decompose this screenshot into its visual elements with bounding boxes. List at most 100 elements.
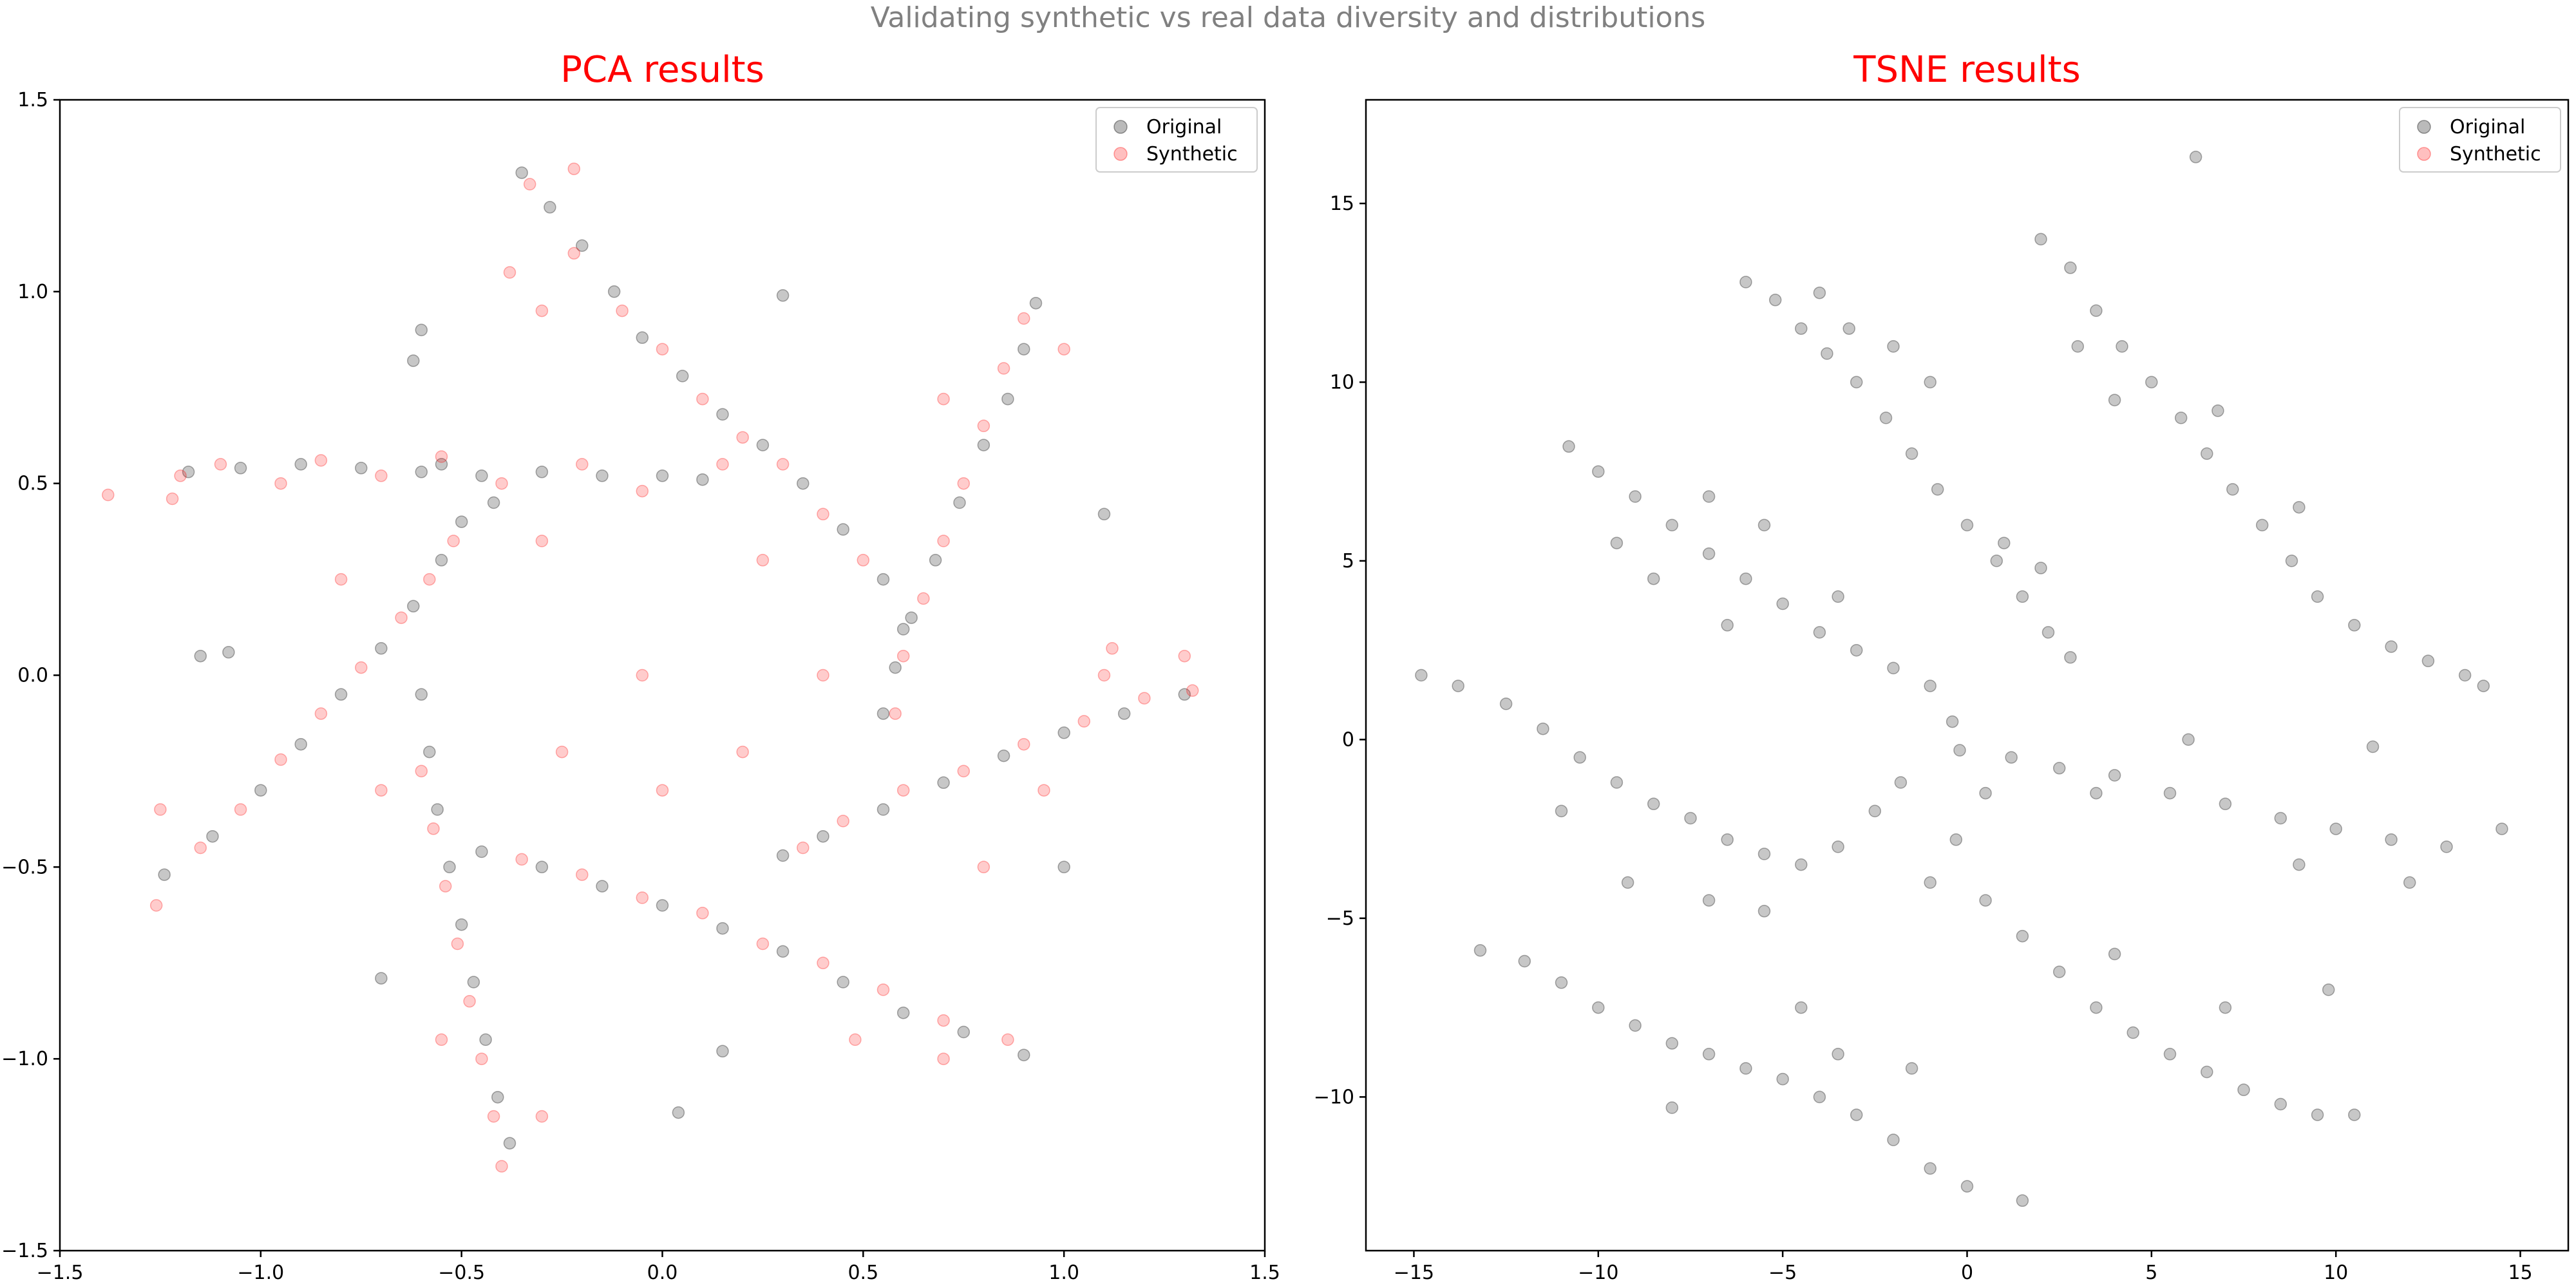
tsne-original-point <box>1665 1101 1679 1114</box>
tsne-original-point <box>2116 340 2128 353</box>
tsne-original-point <box>2016 1194 2029 1208</box>
pca-original-point <box>889 661 902 674</box>
pca-axes-frame <box>59 99 1266 1252</box>
pca-original-point <box>636 331 649 345</box>
pca-synthetic-point <box>937 392 950 406</box>
pca-original-point <box>905 611 918 624</box>
tsne-original-point <box>2174 412 2188 424</box>
tsne-original-point <box>1665 518 1679 532</box>
pca-synthetic-point <box>495 1160 508 1173</box>
pca-original-point <box>1178 688 1191 701</box>
pca-synthetic-point <box>756 937 770 951</box>
tsne-original-point <box>2005 751 2018 764</box>
pca-original-point <box>876 803 890 816</box>
tsne-axes-frame <box>1365 99 2570 1252</box>
pca-synthetic-point <box>423 573 436 586</box>
tsne-original-point <box>1795 1001 1808 1014</box>
pca-synthetic-point <box>503 266 516 279</box>
pca-synthetic-point <box>314 454 328 467</box>
tsne-series-original <box>1415 151 2508 1208</box>
pca-synthetic-point <box>817 507 829 521</box>
pca-original-point <box>503 1137 516 1150</box>
tsne-original-point <box>2348 1108 2361 1121</box>
pca-synthetic-point <box>427 822 440 835</box>
pca-synthetic-point <box>1186 684 1199 697</box>
tsne-original-point <box>2219 797 2232 811</box>
pca-original-point <box>656 469 669 482</box>
pca-original-point <box>576 239 589 252</box>
pca-original-point <box>797 477 810 490</box>
pca-synthetic-point <box>696 907 709 920</box>
pca-synthetic-point <box>997 362 1010 375</box>
pca-original-point <box>876 707 890 720</box>
tsne-original-point <box>1850 1108 1863 1121</box>
pca-synthetic-point <box>214 458 227 471</box>
pca-synthetic-point <box>977 419 990 433</box>
tsne-original-point <box>1555 976 1568 989</box>
pca-synthetic-point <box>917 592 930 605</box>
tsne-original-point <box>1924 375 1937 389</box>
pca-original-point <box>596 880 609 893</box>
tsne-original-point <box>1629 1019 1642 1032</box>
pca-synthetic-point <box>523 178 536 191</box>
pca-synthetic-point <box>576 868 589 881</box>
tsne-original-point <box>1768 294 1782 307</box>
pca-original-point <box>234 462 247 475</box>
tsne-original-point <box>1452 679 1464 692</box>
pca-original-point <box>776 945 790 958</box>
tsne-original-point <box>1949 833 1963 846</box>
tsne-original-point <box>1473 944 1487 957</box>
pca-synthetic-point <box>797 841 810 855</box>
pca-original-point <box>375 642 388 655</box>
pca-synthetic-point <box>1001 1033 1014 1046</box>
tsne-original-point <box>2189 151 2202 164</box>
pca-synthetic-point <box>447 535 460 547</box>
tsne-y-tick-label: 10 <box>1330 371 1354 393</box>
tsne-original-point <box>1621 876 1634 889</box>
figure-suptitle: Validating synthetic vs real data divers… <box>871 1 1706 34</box>
tsne-original-point <box>1757 905 1771 918</box>
tsne-x-tick-label: −10 <box>1578 1262 1618 1284</box>
tsne-original-point <box>1979 786 1992 800</box>
pca-synthetic-point <box>154 803 167 816</box>
tsne-original-point <box>1832 1048 1844 1061</box>
pca-synthetic-point <box>1138 692 1151 705</box>
tsne-original-point <box>1887 1133 1900 1146</box>
tsne-original-point <box>1879 412 1893 424</box>
tsne-original-point <box>1842 322 1855 335</box>
pca-synthetic-point <box>776 458 790 471</box>
tsne-original-point <box>1415 668 1428 682</box>
pca-synthetic-point <box>656 784 669 797</box>
tsne-original-point <box>2403 876 2416 889</box>
tsne-original-point <box>2329 822 2342 835</box>
pca-original-point <box>937 776 950 790</box>
tsne-original-point <box>1721 833 1734 846</box>
pca-synthetic-point <box>957 764 971 778</box>
pca-original-point <box>896 623 910 636</box>
pca-synthetic-point <box>435 450 448 463</box>
tsne-original-point <box>1647 797 1660 811</box>
pca-original-point <box>656 899 669 912</box>
tsne-original-point <box>1592 1001 1605 1014</box>
tsne-legend: Original Synthetic <box>2399 107 2561 173</box>
tsne-original-point <box>1887 340 1900 353</box>
tsne-original-point <box>1998 536 2011 549</box>
tsne-x-tick-label: 0 <box>1961 1262 1973 1284</box>
tsne-original-point <box>2090 1001 2103 1014</box>
tsne-original-point <box>1537 722 1549 735</box>
pca-synthetic-point <box>957 477 971 490</box>
pca-synthetic-point <box>1106 642 1119 655</box>
tsne-original-point <box>1573 751 1586 764</box>
tsne-original-point <box>2237 1083 2250 1097</box>
tsne-original-point <box>2366 740 2380 753</box>
pca-synthetic-point <box>896 649 910 663</box>
pca-synthetic-point <box>937 535 950 547</box>
pca-original-point <box>407 354 420 367</box>
tsne-original-point <box>1776 597 1789 611</box>
tsne-original-point <box>2311 590 2324 603</box>
pca-x-tick-label: −1.0 <box>237 1262 284 1284</box>
pca-synthetic-point <box>857 554 870 567</box>
tsne-original-point <box>1610 536 1624 549</box>
tsne-original-point <box>1739 572 1752 585</box>
